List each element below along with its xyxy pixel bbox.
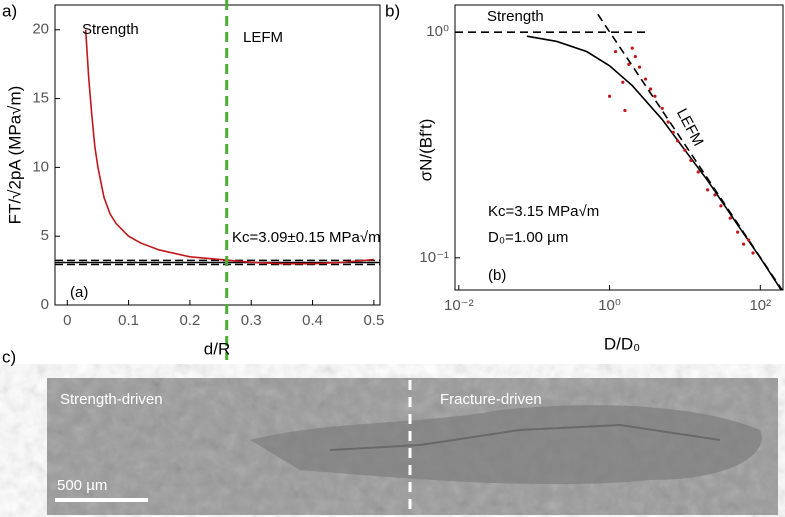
x-axis-label: d/R: [204, 339, 230, 358]
annotation: Strength: [82, 21, 139, 38]
inset-label: (a): [70, 284, 88, 301]
data-point: [643, 77, 648, 81]
data-point: [676, 139, 680, 143]
data-point: [660, 106, 664, 110]
data-point: [683, 148, 687, 152]
data-point: [613, 50, 618, 54]
scale-bar-label: 500 µm: [57, 477, 107, 494]
y-axis-label: σN/(Bf′t): [416, 119, 435, 182]
x-tick-label: 0.2: [179, 312, 200, 329]
x-tick-label: 10²: [749, 297, 771, 314]
annotation: LEFM: [673, 106, 707, 149]
plot-frame: [54, 4, 381, 306]
x-tick-label: 0.1: [118, 312, 139, 329]
data-point: [689, 158, 693, 163]
region-label: Strength-driven: [60, 391, 163, 408]
data-point: [736, 230, 740, 234]
data-point: [719, 204, 723, 208]
annotation: D₀=1.00 µm: [488, 229, 568, 246]
y-tick-label: 20: [32, 21, 49, 38]
data-line: [526, 35, 783, 290]
data-point: [637, 65, 642, 69]
data-point: [607, 94, 612, 98]
panel-label: c): [2, 347, 16, 366]
data-point: [751, 251, 755, 255]
y-axis-label: FT/√2pA (MPa√m): [5, 86, 24, 225]
x-tick-label: 0.4: [302, 312, 323, 329]
micrograph: [47, 378, 778, 515]
inset-label: (b): [488, 267, 506, 284]
y-tick-label: 10⁻¹: [419, 249, 449, 266]
y-tick-label: 5: [41, 227, 49, 244]
data-point: [648, 87, 653, 91]
y-tick-label: 10⁰: [426, 23, 449, 40]
data-point: [653, 94, 657, 98]
x-tick-label: 10⁰: [598, 297, 621, 314]
annotation: Kc=3.15 MPa√m: [488, 203, 599, 220]
plot-area: [55, 29, 380, 266]
data-point: [747, 238, 751, 242]
y-tick-label: 15: [32, 90, 49, 107]
data-point: [728, 216, 732, 220]
data-point: [623, 108, 627, 113]
data-point: [671, 130, 675, 134]
data-point: [621, 80, 625, 84]
annotation: LEFM: [243, 29, 283, 46]
panel-label: a): [2, 1, 17, 20]
data-point: [713, 193, 717, 197]
x-tick-label: 0.3: [241, 312, 262, 329]
data-point: [666, 120, 670, 124]
plot-frame: [454, 4, 784, 291]
region-label: Fracture-driven: [440, 391, 542, 408]
data-point: [627, 62, 631, 66]
annotation: Kc=3.09±0.15 MPa√m: [232, 229, 381, 246]
data-point: [706, 188, 710, 192]
data-point: [630, 46, 634, 50]
x-axis-label: D/D₀: [604, 334, 640, 353]
data-point: [633, 54, 637, 59]
data-line: [84, 29, 374, 265]
annotation: Strength: [487, 8, 544, 25]
plot-area: [455, 13, 783, 290]
x-tick-label: 10⁻²: [444, 297, 474, 314]
panel-label: b): [385, 1, 400, 20]
data-point: [741, 242, 746, 246]
data-point: [696, 170, 700, 174]
y-tick-label: 0: [41, 296, 49, 313]
x-tick-label: 0.5: [363, 312, 384, 329]
x-tick-label: 0: [63, 312, 71, 329]
y-tick-label: 10: [32, 158, 49, 175]
